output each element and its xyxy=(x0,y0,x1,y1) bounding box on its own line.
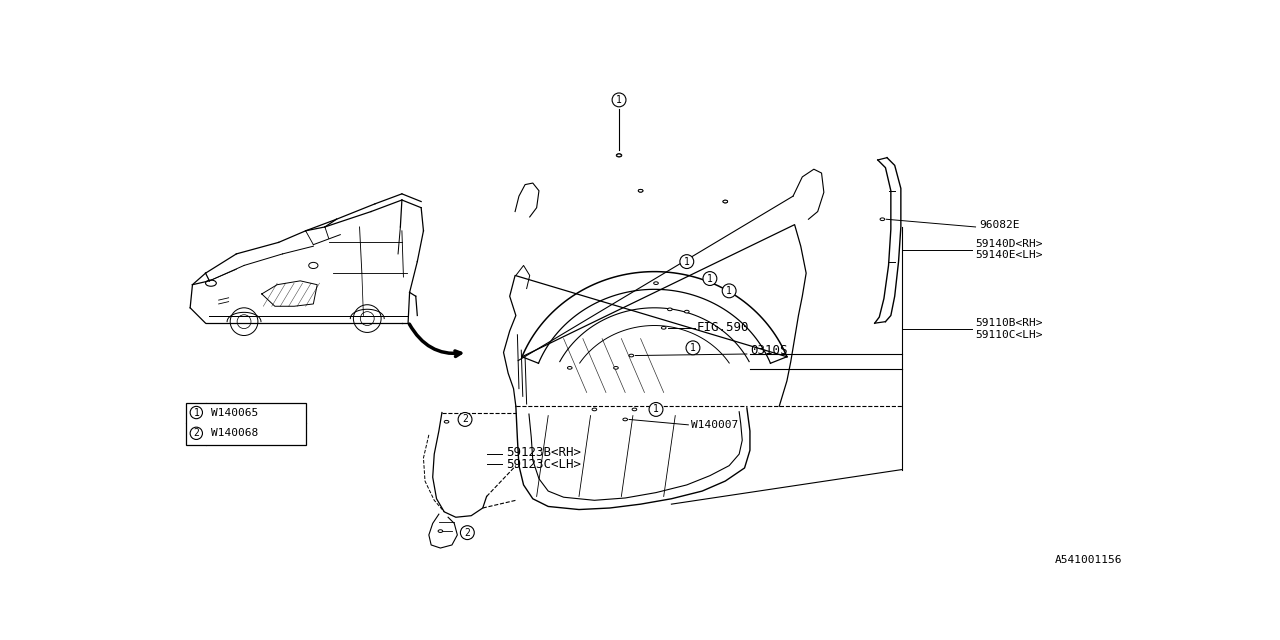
Ellipse shape xyxy=(460,422,465,425)
Circle shape xyxy=(353,305,381,332)
Text: W140068: W140068 xyxy=(211,428,259,438)
Text: 1: 1 xyxy=(707,273,713,284)
Text: 1: 1 xyxy=(690,343,696,353)
Ellipse shape xyxy=(632,408,636,411)
Ellipse shape xyxy=(685,310,689,313)
Text: 59110B<RH>: 59110B<RH> xyxy=(975,318,1043,328)
Ellipse shape xyxy=(723,200,727,203)
Text: 96082E: 96082E xyxy=(979,220,1020,230)
Ellipse shape xyxy=(654,282,658,285)
Text: 59110C<LH>: 59110C<LH> xyxy=(975,330,1043,340)
Text: 59123C<LH>: 59123C<LH> xyxy=(506,458,581,470)
Polygon shape xyxy=(262,281,317,307)
Text: A541001156: A541001156 xyxy=(1055,556,1121,565)
Circle shape xyxy=(649,403,663,417)
Ellipse shape xyxy=(668,308,672,310)
Ellipse shape xyxy=(593,408,596,411)
Ellipse shape xyxy=(613,367,618,369)
Text: 2: 2 xyxy=(462,415,468,424)
Circle shape xyxy=(458,413,472,426)
Circle shape xyxy=(191,427,202,440)
Ellipse shape xyxy=(723,200,727,203)
Circle shape xyxy=(722,284,736,298)
Text: FIG.590: FIG.590 xyxy=(696,321,749,334)
Circle shape xyxy=(461,525,475,540)
Circle shape xyxy=(230,308,257,335)
Ellipse shape xyxy=(662,326,666,329)
Ellipse shape xyxy=(639,189,643,192)
Ellipse shape xyxy=(616,154,622,157)
Ellipse shape xyxy=(567,367,572,369)
Circle shape xyxy=(191,406,202,419)
Text: W140065: W140065 xyxy=(211,408,259,417)
Bar xyxy=(187,403,306,445)
Text: 1: 1 xyxy=(616,95,622,105)
Text: 59123B<RH>: 59123B<RH> xyxy=(506,446,581,459)
Ellipse shape xyxy=(444,420,449,423)
Circle shape xyxy=(612,93,626,107)
Text: W140007: W140007 xyxy=(691,420,737,430)
Text: 2: 2 xyxy=(465,527,470,538)
Text: 2: 2 xyxy=(193,428,200,438)
Text: 59140D<RH>: 59140D<RH> xyxy=(975,239,1043,249)
Text: 1: 1 xyxy=(684,257,690,267)
Ellipse shape xyxy=(617,154,621,157)
Text: 59140E<LH>: 59140E<LH> xyxy=(975,250,1043,260)
Text: 1: 1 xyxy=(726,286,732,296)
Circle shape xyxy=(686,341,700,355)
Ellipse shape xyxy=(639,189,643,192)
Circle shape xyxy=(680,255,694,269)
Ellipse shape xyxy=(438,530,443,532)
Text: 0310S: 0310S xyxy=(750,344,787,357)
Circle shape xyxy=(703,271,717,285)
Text: 1: 1 xyxy=(653,404,659,415)
Ellipse shape xyxy=(628,354,634,357)
Ellipse shape xyxy=(881,218,884,221)
Ellipse shape xyxy=(623,418,627,420)
Text: 1: 1 xyxy=(193,408,200,417)
